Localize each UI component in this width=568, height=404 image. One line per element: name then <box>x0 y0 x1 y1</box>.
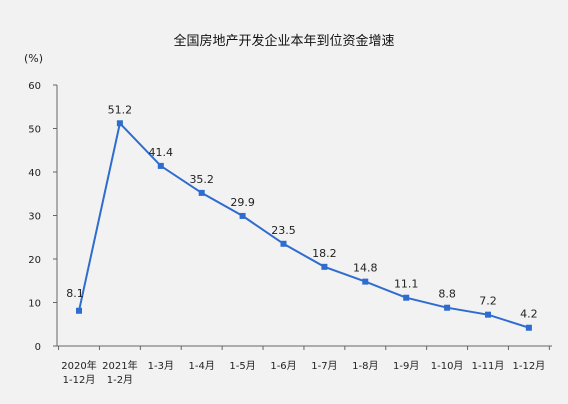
data-point <box>525 324 532 331</box>
chart-title: 全国房地产开发企业本年到位资金增速 <box>173 34 395 49</box>
data-label: 51.2 <box>108 103 133 116</box>
y-axis-unit-label: (%) <box>24 52 44 65</box>
y-tick-label: 30 <box>28 212 41 223</box>
x-tick-label: 1-7月 <box>311 360 337 372</box>
data-point <box>116 120 123 127</box>
data-label: 14.8 <box>353 262 378 275</box>
y-tick-label: 20 <box>28 255 41 266</box>
series-line <box>78 121 530 329</box>
x-tick-label: 1-9月 <box>393 360 419 372</box>
data-label: 29.9 <box>230 196 255 209</box>
data-label: 8.8 <box>438 288 456 301</box>
data-point <box>321 263 328 270</box>
x-tick-label: 1-12月 <box>513 360 546 372</box>
x-tick-label: 2020年 <box>61 359 96 372</box>
x-tick-label: 1-5月 <box>229 360 255 372</box>
y-tick-label: 40 <box>28 168 41 179</box>
data-label: 11.1 <box>394 278 419 291</box>
x-tick-label: 1-3月 <box>148 360 174 372</box>
data-point <box>403 294 410 301</box>
x-tick-label: 2021年 <box>102 359 137 372</box>
data-label: 35.2 <box>189 173 214 186</box>
data-label: 4.2 <box>520 308 538 321</box>
x-tick-label: 1-12月 <box>63 374 96 386</box>
x-tick-label: 1-4月 <box>189 360 215 372</box>
data-point <box>239 212 246 219</box>
data-point <box>362 278 369 285</box>
data-point <box>157 162 164 169</box>
data-label: 18.2 <box>312 247 337 260</box>
data-label: 7.2 <box>479 295 497 308</box>
x-tick-label: 1-8月 <box>352 360 378 372</box>
data-label: 8.1 <box>66 287 84 300</box>
data-point <box>76 307 82 314</box>
y-tick-label: 50 <box>28 125 41 136</box>
x-tick-label: 1-2月 <box>107 374 133 386</box>
data-label: 23.5 <box>271 224 296 237</box>
data-point <box>485 311 491 318</box>
y-tick-label: 0 <box>35 342 41 353</box>
data-point <box>280 240 287 247</box>
x-tick-label: 1-6月 <box>270 360 296 372</box>
y-tick-label: 10 <box>28 299 41 310</box>
data-point <box>198 189 205 196</box>
data-label: 41.4 <box>149 146 174 159</box>
x-tick-label: 1-10月 <box>431 360 464 372</box>
data-point <box>444 304 451 311</box>
y-tick-label: 60 <box>28 81 41 92</box>
x-tick-label: 1-11月 <box>472 360 505 372</box>
